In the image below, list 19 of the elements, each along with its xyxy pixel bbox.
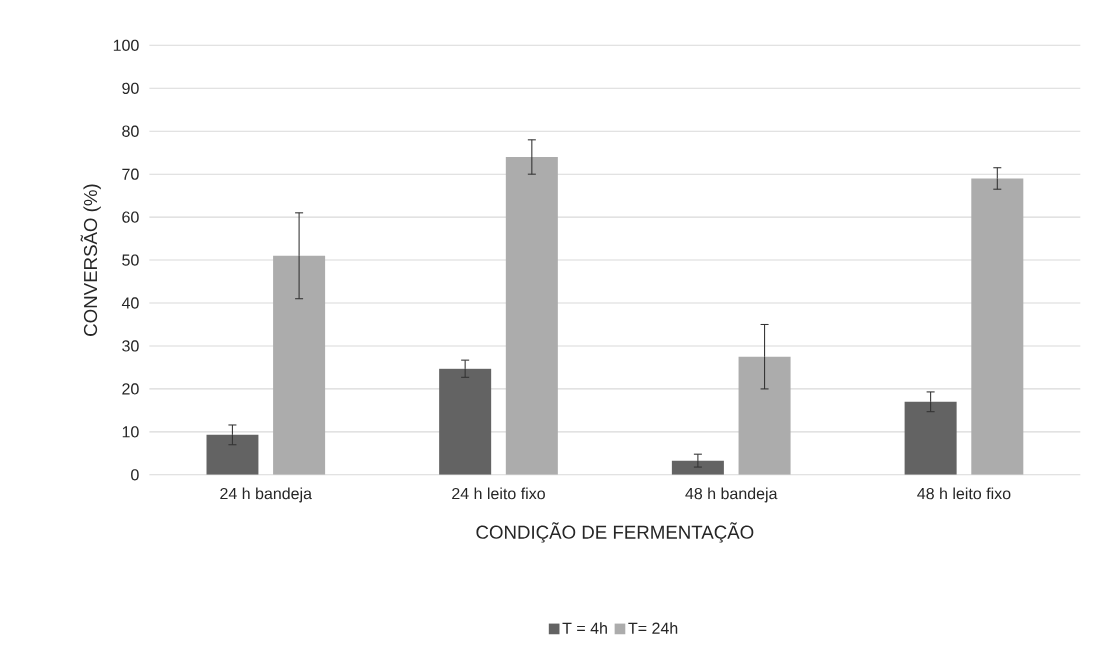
x-tick-label: 48 h leito fixo — [917, 487, 1011, 500]
legend-label: T= 24h — [628, 622, 678, 634]
x-tick-label: 24 h leito fixo — [452, 487, 545, 500]
x-axis-title: CONDIÇÃO DE FERMENTAÇÃO — [476, 522, 754, 543]
y-tick-label: 80 — [122, 125, 139, 138]
y-tick-label: 100 — [113, 39, 139, 52]
y-tick-label: 70 — [122, 168, 139, 181]
y-tick-label: 10 — [122, 426, 139, 438]
y-tick-label: 20 — [122, 383, 139, 395]
y-axis-title: CONVERSÃO (%) — [80, 184, 101, 337]
y-tick-label: 90 — [122, 82, 139, 95]
x-tick-label: 48 h bandeja — [685, 487, 778, 503]
y-tick-label: 0 — [131, 469, 139, 481]
y-tick-label: 30 — [122, 340, 139, 352]
x-tick-label: 24 h bandeja — [220, 487, 312, 503]
y-tick-label: 50 — [122, 254, 139, 266]
y-tick-label: 60 — [122, 211, 139, 224]
legend-label: T = 4h — [562, 622, 607, 634]
y-tick-label: 40 — [121, 297, 139, 309]
